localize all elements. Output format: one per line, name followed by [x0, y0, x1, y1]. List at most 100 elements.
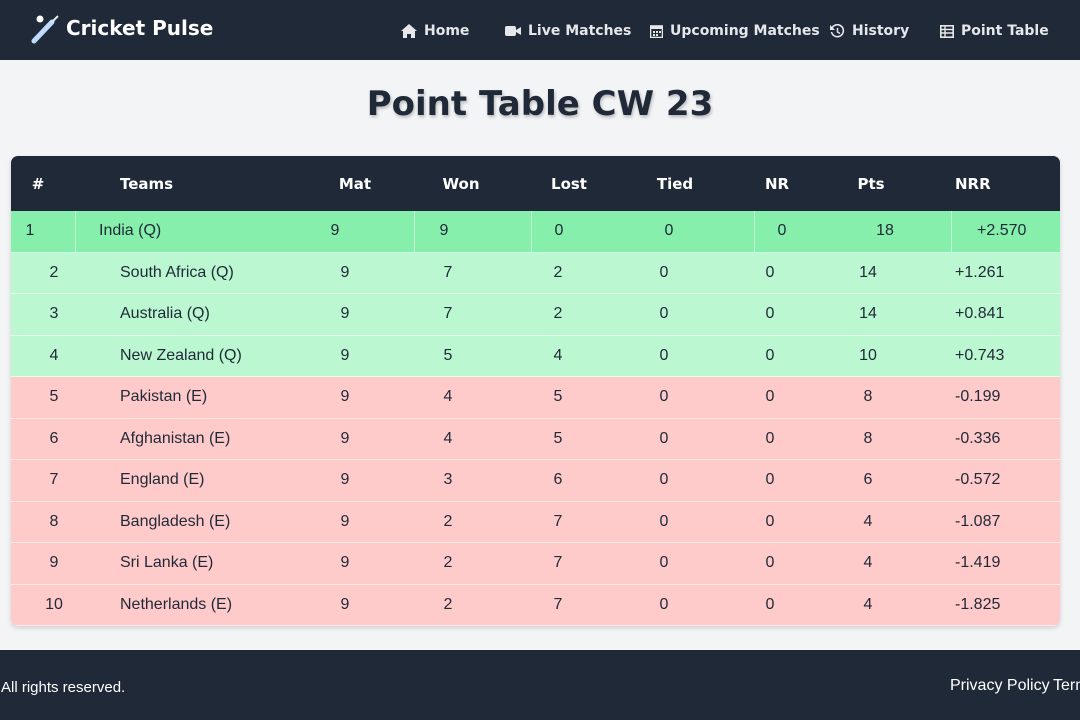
table-cell: -0.336 [955, 429, 1001, 447]
table-cell: 0 [554, 222, 564, 240]
logo-icon [31, 15, 59, 44]
table-row[interactable]: 6 Afghanistan (E) 9 4 5 0 0 8 -0.336 [11, 418, 1060, 460]
table-cell: 3 [49, 305, 59, 323]
table-row[interactable]: 1 India (Q) 9 9 0 0 0 18 +2.570 [11, 211, 1060, 253]
table-cell: +0.841 [955, 305, 1005, 323]
table-row[interactable]: 4 New Zealand (Q) 9 5 4 0 0 10 +0.743 [11, 335, 1060, 377]
table-cell: 2 [553, 305, 563, 323]
team-name: India (Q) [99, 222, 162, 240]
nav-point-table[interactable]: Point Table [940, 21, 1049, 41]
table-cell: 10 [45, 595, 63, 613]
table-cell: 2 [553, 263, 563, 281]
table-cell: 9 [340, 595, 350, 613]
table-cell: 6 [553, 471, 563, 489]
table-cell: 0 [659, 305, 669, 323]
copyright: All rights reserved. [1, 679, 126, 696]
team-name: South Africa (Q) [120, 263, 234, 281]
nav-label: Home [424, 23, 470, 39]
column-header: NR [764, 174, 790, 193]
table-cell: 7 [553, 554, 563, 572]
cell-border [75, 211, 76, 252]
table-cell: 10 [859, 346, 877, 364]
table-cell: 9 [439, 222, 449, 240]
cell-border [531, 211, 532, 252]
table-cell: 2 [443, 512, 453, 530]
table-cell: 7 [553, 512, 563, 530]
table-cell: 9 [340, 512, 350, 530]
table-cell: 7 [443, 263, 453, 281]
team-name: New Zealand (Q) [120, 346, 242, 364]
table-cell: 0 [765, 554, 775, 572]
table-cell: 4 [49, 346, 59, 364]
table-cell: -0.199 [955, 388, 1001, 406]
column-header: Won [442, 174, 480, 193]
table-cell: +0.743 [955, 346, 1005, 364]
table-row[interactable]: 5 Pakistan (E) 9 4 5 0 0 8 -0.199 [11, 377, 1060, 419]
table-cell: 8 [863, 429, 873, 447]
table-cell: 8 [863, 388, 873, 406]
table-row[interactable]: 7 England (E) 9 3 6 0 0 6 -0.572 [11, 460, 1060, 502]
table-cell: 0 [765, 429, 775, 447]
footer-link[interactable]: Privacy Policy [950, 677, 1050, 694]
table-row[interactable]: 3 Australia (Q) 9 7 2 0 0 14 +0.841 [11, 294, 1060, 336]
table-cell: 9 [330, 222, 340, 240]
table-cell: 9 [340, 263, 350, 281]
cell-border [951, 211, 952, 252]
table-cell: +2.570 [977, 222, 1027, 240]
team-name: Afghanistan (E) [120, 429, 231, 447]
table-cell: 0 [659, 346, 669, 364]
nav-live[interactable]: Live Matches [505, 21, 631, 41]
column-header: # [31, 174, 45, 193]
footer-link[interactable]: Terms [1053, 677, 1080, 694]
table-cell: 7 [49, 471, 59, 489]
nav-label: Point Table [961, 23, 1049, 39]
table-cell: 0 [659, 554, 669, 572]
table-cell: 9 [340, 471, 350, 489]
team-name: Sri Lanka (E) [120, 554, 214, 572]
table-row[interactable]: 9 Sri Lanka (E) 9 2 7 0 0 4 -1.419 [11, 543, 1060, 585]
table-cell: 5 [443, 346, 453, 364]
table-cell: 0 [765, 346, 775, 364]
nav-upcoming[interactable]: Upcoming Matches [650, 21, 820, 41]
column-header: Teams [120, 174, 174, 193]
team-name: England (E) [120, 471, 205, 489]
table-cell: 4 [443, 429, 453, 447]
points-table: # Teams Mat Won Lost Tied NR Pts NRR 1 India (Q) 9 9… [11, 156, 1060, 626]
table-row[interactable]: 2 South Africa (Q) 9 7 2 0 0 14 +1.261 [11, 252, 1060, 294]
table-cell: +1.261 [955, 263, 1005, 281]
page-title: Point Table CW 23 [366, 84, 714, 124]
table-cell: 9 [340, 429, 350, 447]
brand[interactable]: Cricket Pulse [66, 16, 214, 40]
table-cell: 18 [876, 222, 894, 240]
table-cell: 9 [49, 554, 59, 572]
table-cell: 0 [659, 512, 669, 530]
table-cell: 14 [859, 263, 877, 281]
column-header: Tied [656, 174, 694, 193]
table-cell: 5 [553, 429, 563, 447]
table-cell: 4 [863, 512, 873, 530]
column-header: NRR [955, 174, 991, 193]
table-cell: 0 [659, 471, 669, 489]
table-cell: 0 [777, 222, 787, 240]
table-cell: -1.087 [955, 512, 1001, 530]
table-cell: 2 [443, 554, 453, 572]
table-cell: 2 [49, 263, 59, 281]
table-row[interactable]: 10 Netherlands (E) 9 2 7 0 0 4 -1.825 [11, 584, 1060, 626]
table-cell: -1.419 [955, 554, 1001, 572]
table-cell: 0 [765, 471, 775, 489]
table-cell: 4 [553, 346, 563, 364]
nav-history[interactable]: History [830, 21, 909, 41]
table-cell: 5 [553, 388, 563, 406]
nav-label: Live Matches [528, 23, 632, 39]
table-cell: 4 [443, 388, 453, 406]
table-cell: 9 [340, 554, 350, 572]
table-cell: 0 [659, 595, 669, 613]
team-name: Pakistan (E) [120, 388, 208, 406]
nav-home[interactable]: Home [401, 21, 469, 41]
table-row[interactable]: 8 Bangladesh (E) 9 2 7 0 0 4 -1.087 [11, 501, 1060, 543]
navbar: Cricket Pulse Home Live Matches Upcoming… [0, 0, 1080, 60]
footer: All rights reserved. Privacy Policy Term… [0, 650, 1080, 720]
cell-border [414, 211, 415, 252]
team-name: Netherlands (E) [120, 595, 233, 613]
